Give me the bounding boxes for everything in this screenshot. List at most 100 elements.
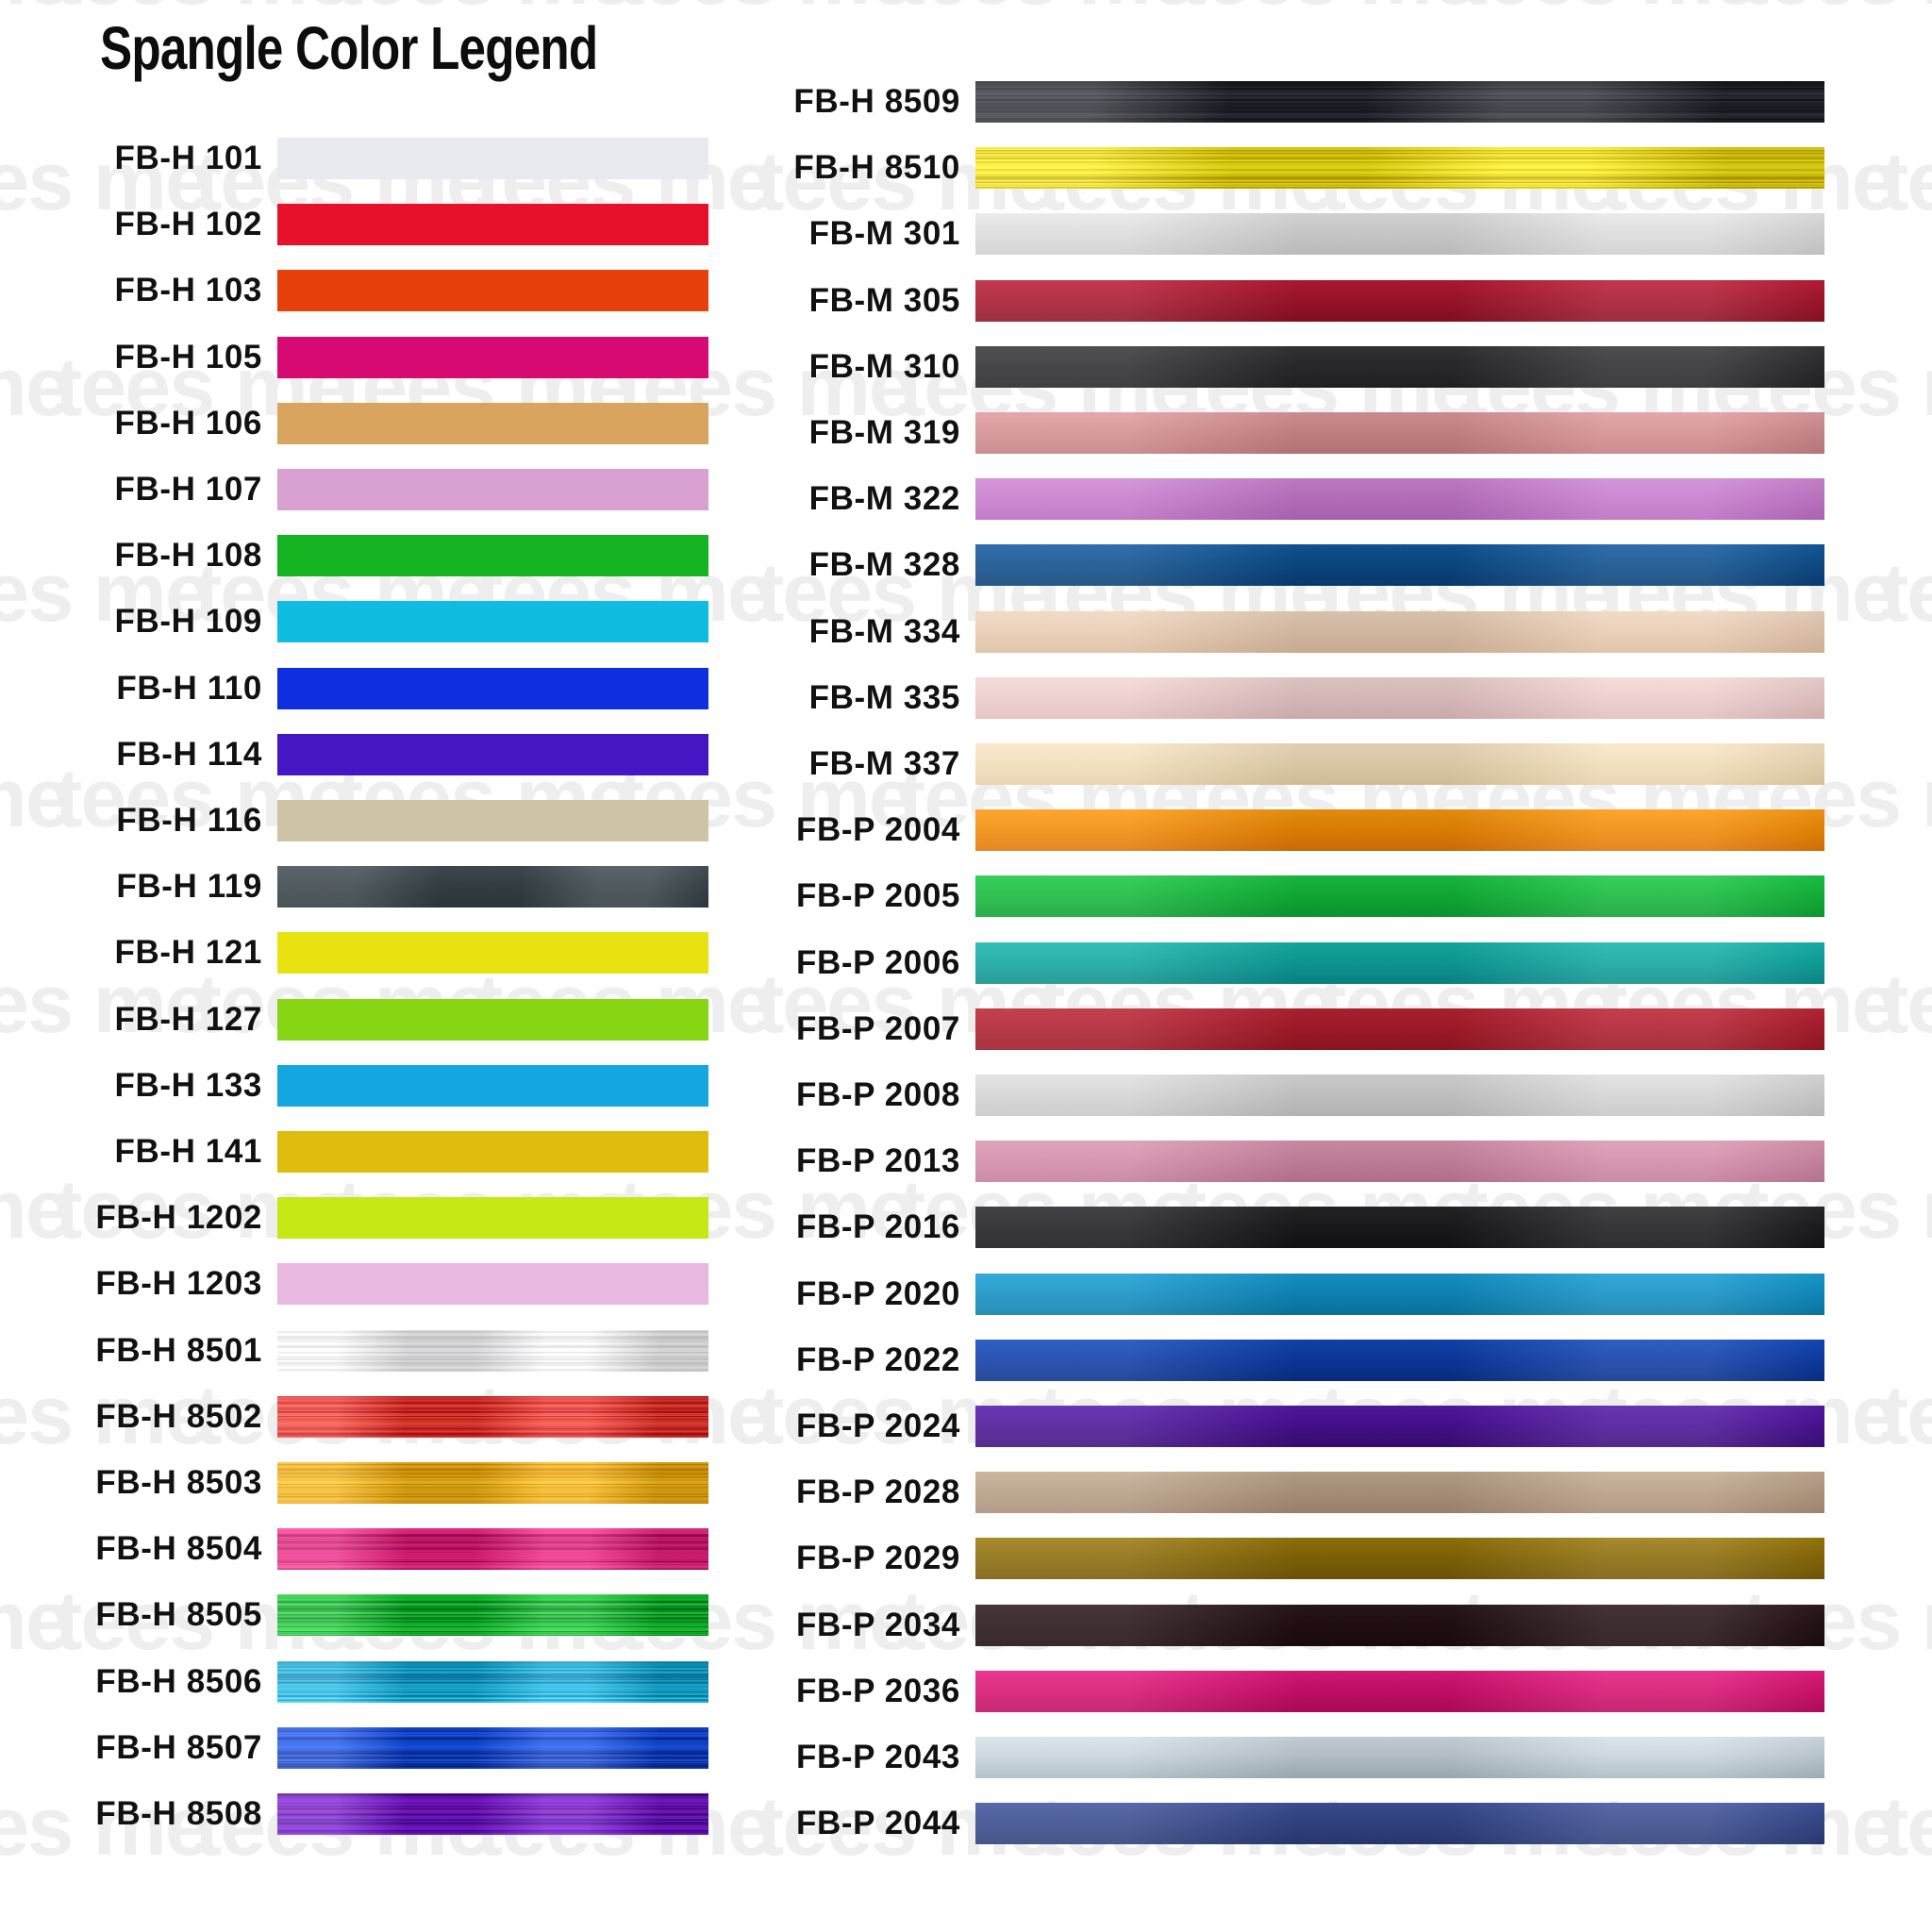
color-swatch[interactable] <box>975 1141 1824 1183</box>
legend-row[interactable]: FB-H 108 <box>0 535 708 577</box>
color-swatch[interactable] <box>277 1263 708 1306</box>
legend-row[interactable]: FB-P 2006 <box>0 941 1824 984</box>
color-swatch[interactable] <box>975 1406 1824 1447</box>
color-swatch[interactable] <box>975 345 1824 388</box>
color-swatch[interactable] <box>975 279 1824 322</box>
color-swatch[interactable] <box>277 138 708 179</box>
legend-row[interactable]: FB-H 8509 <box>0 81 1824 123</box>
color-swatch[interactable] <box>277 535 708 577</box>
color-swatch[interactable] <box>975 1803 1824 1845</box>
color-swatch[interactable] <box>975 1737 1824 1778</box>
legend-row[interactable]: FB-M 322 <box>0 478 1824 521</box>
legend-row[interactable]: FB-P 2029 <box>0 1538 1824 1580</box>
color-swatch[interactable] <box>277 402 708 444</box>
legend-row[interactable]: FB-M 310 <box>0 345 1824 388</box>
legend-row[interactable]: FB-M 319 <box>0 412 1824 454</box>
color-swatch[interactable] <box>277 932 708 974</box>
color-swatch[interactable] <box>975 809 1824 852</box>
color-swatch[interactable] <box>277 1462 708 1504</box>
legend-row[interactable]: FB-M 301 <box>0 213 1824 256</box>
legend-row[interactable]: FB-H 8508 <box>0 1793 708 1835</box>
legend-row[interactable]: FB-P 2004 <box>0 809 1824 852</box>
color-swatch[interactable] <box>277 1329 708 1372</box>
color-swatch[interactable] <box>975 412 1824 454</box>
color-swatch[interactable] <box>975 610 1824 653</box>
legend-row[interactable]: FB-H 116 <box>0 800 708 841</box>
legend-row[interactable]: FB-H 109 <box>0 601 708 643</box>
legend-row[interactable]: FB-P 2007 <box>0 1008 1824 1050</box>
legend-row[interactable]: FB-H 101 <box>0 138 708 179</box>
legend-row[interactable]: FB-P 2044 <box>0 1803 1824 1845</box>
color-swatch[interactable] <box>975 1472 1824 1514</box>
legend-row[interactable]: FB-P 2043 <box>0 1737 1824 1778</box>
color-swatch[interactable] <box>277 469 708 510</box>
legend-row[interactable]: FB-P 2028 <box>0 1472 1824 1514</box>
legend-row[interactable]: FB-H 8507 <box>0 1726 708 1769</box>
color-swatch[interactable] <box>975 1604 1824 1646</box>
legend-row[interactable]: FB-M 305 <box>0 279 1824 322</box>
legend-row[interactable]: FB-H 107 <box>0 469 708 510</box>
legend-row[interactable]: FB-H 8504 <box>0 1528 708 1571</box>
color-swatch[interactable] <box>277 270 708 312</box>
color-swatch[interactable] <box>975 213 1824 256</box>
legend-row[interactable]: FB-M 335 <box>0 676 1824 719</box>
legend-row[interactable]: FB-H 8510 <box>0 147 1824 190</box>
color-swatch[interactable] <box>975 941 1824 984</box>
legend-row[interactable]: FB-P 2020 <box>0 1273 1824 1315</box>
color-swatch[interactable] <box>277 800 708 841</box>
color-swatch[interactable] <box>277 1793 708 1835</box>
legend-row[interactable]: FB-P 2036 <box>0 1670 1824 1712</box>
color-swatch[interactable] <box>277 1197 708 1240</box>
legend-row[interactable]: FB-H 105 <box>0 336 708 378</box>
legend-row[interactable]: FB-H 106 <box>0 402 708 444</box>
color-swatch[interactable] <box>975 478 1824 521</box>
color-swatch[interactable] <box>277 1660 708 1703</box>
color-swatch[interactable] <box>975 81 1824 123</box>
color-swatch[interactable] <box>277 336 708 378</box>
legend-row[interactable]: FB-P 2005 <box>0 875 1824 918</box>
legend-row[interactable]: FB-M 337 <box>0 743 1824 785</box>
legend-row[interactable]: FB-H 8505 <box>0 1594 708 1637</box>
color-swatch[interactable] <box>277 1726 708 1769</box>
legend-row[interactable]: FB-H 110 <box>0 667 708 709</box>
color-swatch[interactable] <box>975 1207 1824 1249</box>
color-swatch[interactable] <box>277 601 708 643</box>
legend-row[interactable]: FB-H 8501 <box>0 1329 708 1372</box>
legend-row[interactable]: FB-H 8503 <box>0 1462 708 1504</box>
legend-row[interactable]: FB-H 1203 <box>0 1263 708 1306</box>
legend-row[interactable]: FB-M 334 <box>0 610 1824 653</box>
legend-row[interactable]: FB-H 8502 <box>0 1395 708 1438</box>
legend-row[interactable]: FB-H 114 <box>0 733 708 775</box>
color-swatch[interactable] <box>975 743 1824 785</box>
color-swatch[interactable] <box>277 1131 708 1173</box>
color-swatch[interactable] <box>277 733 708 775</box>
color-swatch[interactable] <box>975 1008 1824 1050</box>
legend-row[interactable]: FB-H 133 <box>0 1064 708 1107</box>
legend-row[interactable]: FB-P 2022 <box>0 1339 1824 1381</box>
color-swatch[interactable] <box>277 866 708 908</box>
legend-row[interactable]: FB-H 102 <box>0 204 708 246</box>
color-swatch[interactable] <box>975 676 1824 719</box>
color-swatch[interactable] <box>277 1064 708 1107</box>
color-swatch[interactable] <box>975 1273 1824 1315</box>
legend-row[interactable]: FB-H 1202 <box>0 1197 708 1240</box>
legend-row[interactable]: FB-H 127 <box>0 998 708 1041</box>
legend-row[interactable]: FB-P 2008 <box>0 1074 1824 1116</box>
color-swatch[interactable] <box>277 1528 708 1571</box>
legend-row[interactable]: FB-P 2024 <box>0 1406 1824 1447</box>
color-swatch[interactable] <box>975 1538 1824 1580</box>
color-swatch[interactable] <box>975 544 1824 587</box>
legend-row[interactable]: FB-H 103 <box>0 270 708 312</box>
color-swatch[interactable] <box>277 1594 708 1637</box>
color-swatch[interactable] <box>277 998 708 1041</box>
legend-row[interactable]: FB-P 2034 <box>0 1604 1824 1646</box>
legend-row[interactable]: FB-P 2013 <box>0 1141 1824 1183</box>
color-swatch[interactable] <box>277 1395 708 1438</box>
legend-row[interactable]: FB-H 8506 <box>0 1660 708 1703</box>
legend-row[interactable]: FB-H 141 <box>0 1131 708 1173</box>
legend-row[interactable]: FB-M 328 <box>0 544 1824 587</box>
legend-row[interactable]: FB-H 119 <box>0 866 708 908</box>
color-swatch[interactable] <box>975 1670 1824 1712</box>
color-swatch[interactable] <box>277 667 708 709</box>
legend-row[interactable]: FB-P 2016 <box>0 1207 1824 1249</box>
